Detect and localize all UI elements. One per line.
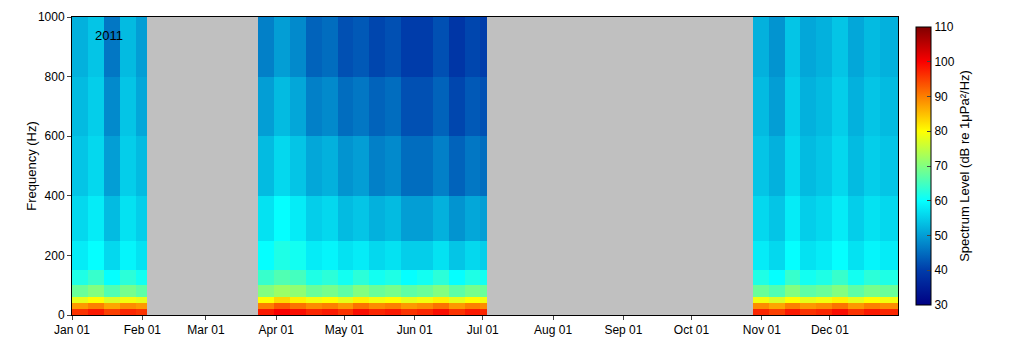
svg-text:110: 110 [934, 20, 953, 34]
svg-text:80: 80 [934, 124, 948, 138]
svg-text:Spectrum Level (dB re 1μPa²/Hz: Spectrum Level (dB re 1μPa²/Hz) [957, 70, 972, 262]
svg-text:Sep 01: Sep 01 [604, 323, 642, 337]
svg-text:400: 400 [45, 189, 65, 203]
svg-text:30: 30 [934, 298, 948, 312]
svg-text:Jun 01: Jun 01 [397, 323, 433, 337]
svg-text:70: 70 [934, 159, 948, 173]
svg-text:600: 600 [45, 129, 65, 143]
svg-text:Feb 01: Feb 01 [124, 323, 162, 337]
svg-text:1000: 1000 [38, 10, 65, 24]
svg-text:60: 60 [934, 194, 948, 208]
svg-text:0: 0 [58, 308, 65, 322]
svg-text:90: 90 [934, 90, 948, 104]
svg-text:Dec 01: Dec 01 [811, 323, 849, 337]
svg-text:Aug 01: Aug 01 [534, 323, 572, 337]
svg-text:Mar 01: Mar 01 [187, 323, 225, 337]
svg-text:Apr 01: Apr 01 [259, 323, 295, 337]
svg-text:Jan 01: Jan 01 [54, 323, 90, 337]
svg-text:100: 100 [934, 55, 954, 69]
svg-text:200: 200 [45, 249, 65, 263]
svg-text:Oct 01: Oct 01 [674, 323, 710, 337]
svg-text:May 01: May 01 [325, 323, 365, 337]
svg-text:2011: 2011 [95, 28, 123, 43]
svg-text:Nov 01: Nov 01 [743, 323, 781, 337]
svg-text:Jul 01: Jul 01 [467, 323, 499, 337]
svg-text:Frequency (Hz): Frequency (Hz) [24, 121, 39, 211]
svg-text:50: 50 [934, 229, 948, 243]
svg-text:40: 40 [934, 263, 948, 277]
svg-text:800: 800 [45, 70, 65, 84]
